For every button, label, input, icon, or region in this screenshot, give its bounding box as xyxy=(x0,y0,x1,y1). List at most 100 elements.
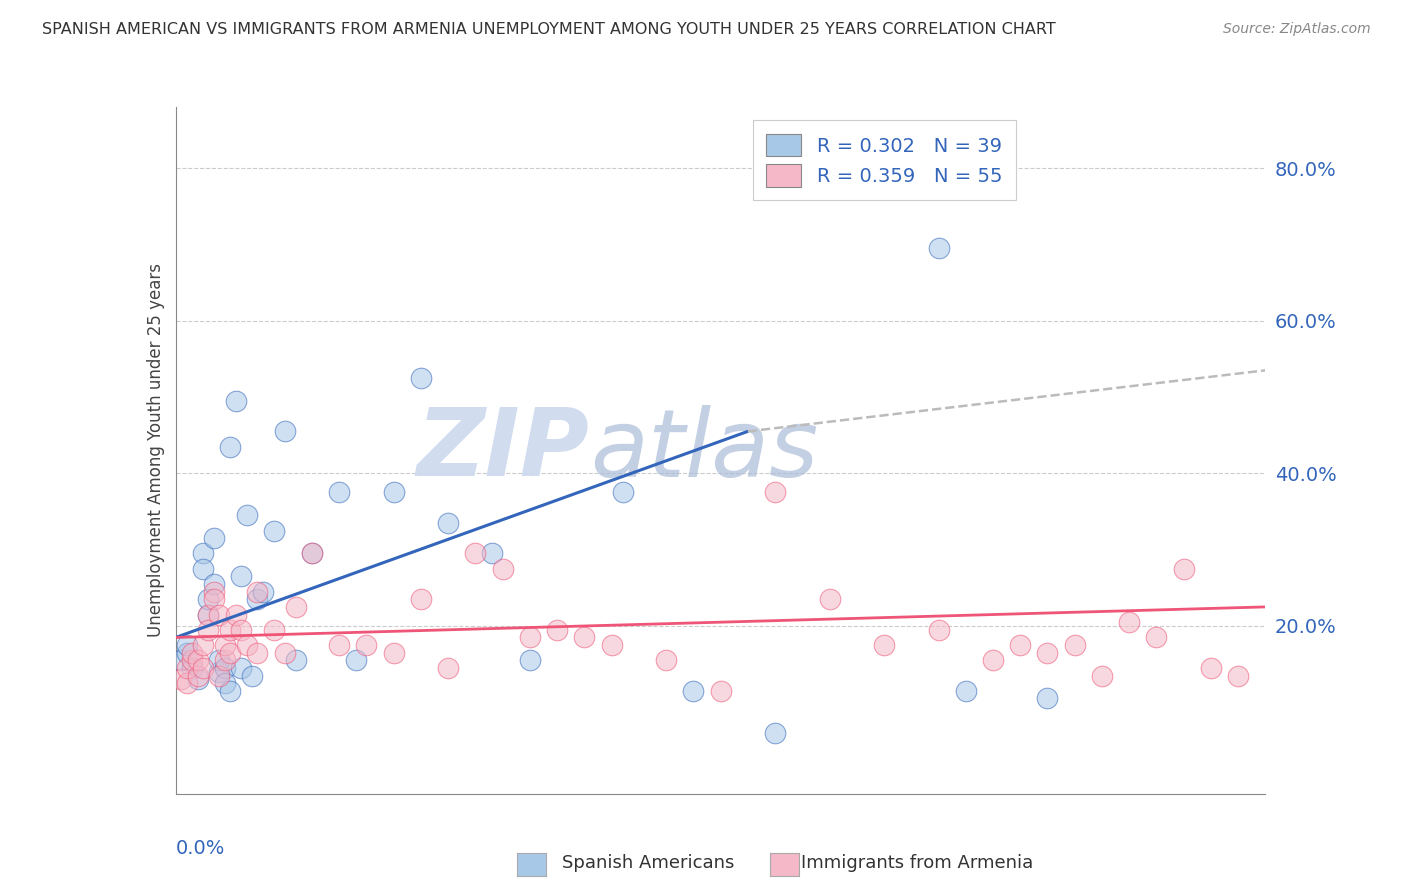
Point xyxy=(208,653,231,667)
Point xyxy=(197,623,219,637)
Point xyxy=(437,516,460,530)
Point xyxy=(197,607,219,622)
Point xyxy=(1144,631,1167,645)
Point xyxy=(231,569,253,583)
Point xyxy=(186,653,209,667)
Point xyxy=(231,623,253,637)
Point xyxy=(1091,668,1114,682)
Point xyxy=(382,646,405,660)
Point xyxy=(344,653,367,667)
Point xyxy=(240,668,263,682)
Point xyxy=(1063,638,1085,652)
Point xyxy=(246,584,269,599)
Point xyxy=(219,683,242,698)
Point xyxy=(1227,668,1250,682)
Point xyxy=(246,646,269,660)
Point xyxy=(181,646,204,660)
Point xyxy=(263,524,285,538)
Point xyxy=(546,623,568,637)
Point xyxy=(356,638,378,652)
Point xyxy=(274,646,297,660)
Point xyxy=(191,638,214,652)
Point xyxy=(186,673,209,687)
Point xyxy=(191,661,214,675)
Point xyxy=(170,653,193,667)
Point xyxy=(928,241,950,255)
Point xyxy=(1036,646,1059,660)
Point xyxy=(612,485,634,500)
Point xyxy=(214,653,236,667)
Text: SPANISH AMERICAN VS IMMIGRANTS FROM ARMENIA UNEMPLOYMENT AMONG YOUTH UNDER 25 YE: SPANISH AMERICAN VS IMMIGRANTS FROM ARME… xyxy=(42,22,1056,37)
Point xyxy=(1010,638,1032,652)
Point xyxy=(328,638,350,652)
Point xyxy=(191,546,214,561)
Point xyxy=(231,661,253,675)
Point xyxy=(955,683,977,698)
Point xyxy=(873,638,896,652)
Text: Spanish Americans: Spanish Americans xyxy=(562,855,735,872)
Point xyxy=(1199,661,1222,675)
Point xyxy=(1036,691,1059,706)
Text: atlas: atlas xyxy=(591,405,818,496)
Point xyxy=(202,577,225,591)
Y-axis label: Unemployment Among Youth under 25 years: Unemployment Among Youth under 25 years xyxy=(146,263,165,638)
Point xyxy=(170,673,193,687)
Point xyxy=(263,623,285,637)
Point xyxy=(225,393,247,408)
Point xyxy=(208,665,231,679)
Point xyxy=(710,683,733,698)
Point xyxy=(481,546,503,561)
Text: ZIP: ZIP xyxy=(418,404,591,497)
Point xyxy=(574,631,596,645)
Point xyxy=(600,638,623,652)
Point xyxy=(274,425,297,439)
Point xyxy=(763,485,786,500)
Point xyxy=(763,726,786,740)
Point xyxy=(301,546,323,561)
Point xyxy=(202,592,225,607)
Point xyxy=(519,653,541,667)
Point xyxy=(928,623,950,637)
Point xyxy=(191,562,214,576)
Point xyxy=(176,646,198,660)
Point xyxy=(252,584,274,599)
Legend: R = 0.302   N = 39, R = 0.359   N = 55: R = 0.302 N = 39, R = 0.359 N = 55 xyxy=(752,120,1017,200)
Point xyxy=(219,623,242,637)
Point xyxy=(235,638,257,652)
Point xyxy=(214,638,236,652)
Point xyxy=(409,592,432,607)
Point xyxy=(186,668,209,682)
Point xyxy=(1173,562,1195,576)
Point xyxy=(176,676,198,690)
Text: Immigrants from Armenia: Immigrants from Armenia xyxy=(801,855,1033,872)
Point xyxy=(1118,615,1140,630)
Point xyxy=(202,531,225,545)
Text: 0.0%: 0.0% xyxy=(176,838,225,857)
Point xyxy=(437,661,460,675)
Point xyxy=(382,485,405,500)
Point xyxy=(219,646,242,660)
Text: Source: ZipAtlas.com: Source: ZipAtlas.com xyxy=(1223,22,1371,37)
Point xyxy=(202,584,225,599)
Point xyxy=(208,607,231,622)
Point xyxy=(214,676,236,690)
Point xyxy=(682,683,704,698)
Point xyxy=(284,599,307,614)
Point xyxy=(284,653,307,667)
Point xyxy=(235,508,257,523)
Point xyxy=(492,562,515,576)
Point xyxy=(197,607,219,622)
Point xyxy=(246,592,269,607)
Point xyxy=(176,638,198,652)
Point xyxy=(219,440,242,454)
Point xyxy=(409,371,432,385)
Point xyxy=(301,546,323,561)
Point xyxy=(328,485,350,500)
Point xyxy=(818,592,841,607)
Point xyxy=(225,607,247,622)
Point xyxy=(197,592,219,607)
Point xyxy=(981,653,1004,667)
Point xyxy=(464,546,486,561)
Point xyxy=(181,661,204,675)
Point xyxy=(176,661,198,675)
